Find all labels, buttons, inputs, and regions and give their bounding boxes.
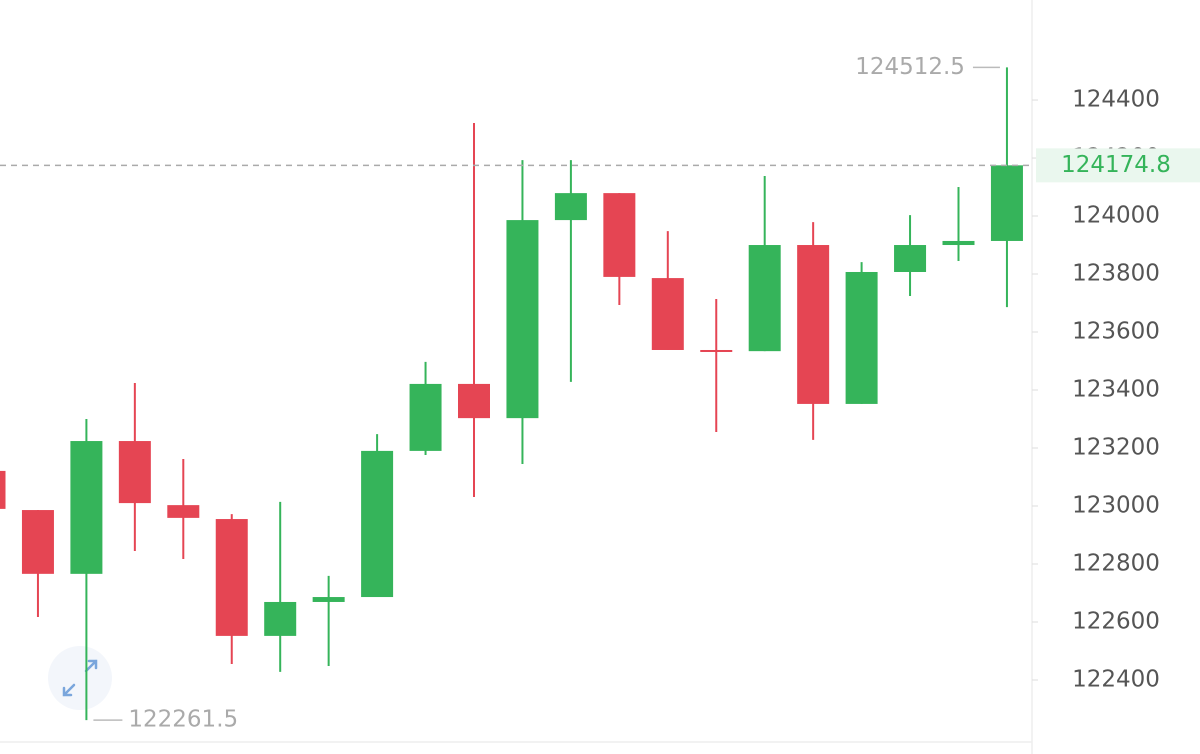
y-tick-label: 123800 <box>1072 261 1160 287</box>
candle-body <box>797 245 830 404</box>
candle-body <box>942 240 975 246</box>
y-tick-label: 122800 <box>1072 550 1160 576</box>
y-tick-label: 122400 <box>1072 666 1160 692</box>
last-price-badge <box>1036 148 1200 183</box>
expand-button[interactable] <box>48 646 112 710</box>
expand-icon[interactable] <box>62 659 98 697</box>
candle-body <box>0 470 6 509</box>
y-tick-label: 123600 <box>1072 319 1160 345</box>
max-price-label: 124512.5 <box>855 54 965 80</box>
candle-body <box>748 245 781 352</box>
candle-body <box>700 349 733 352</box>
candle-body <box>312 597 345 602</box>
candle-body <box>651 278 684 350</box>
y-tick-label: 122600 <box>1072 608 1160 634</box>
y-tick-label: 124400 <box>1072 87 1160 113</box>
last-price-label: 124174.8 <box>1061 152 1171 178</box>
candle-body <box>167 505 200 518</box>
candle-body <box>845 271 878 404</box>
candle-body <box>21 510 54 574</box>
y-tick-label: 124000 <box>1072 203 1160 229</box>
candle-body <box>506 220 539 419</box>
candle-body <box>990 165 1023 241</box>
y-tick-label: 123000 <box>1072 492 1160 518</box>
candle-body <box>70 441 103 574</box>
candle-body <box>264 601 297 636</box>
y-tick-label: 123200 <box>1072 435 1160 461</box>
min-price-label: 122261.5 <box>128 707 238 733</box>
y-tick-label: 123400 <box>1072 377 1160 403</box>
candle-body <box>118 441 151 504</box>
candle-body <box>894 245 927 272</box>
candle-body <box>361 450 394 598</box>
expand-circle[interactable] <box>48 646 112 710</box>
candle-body <box>458 383 490 419</box>
candle-body <box>603 193 636 277</box>
candle-body <box>409 383 442 451</box>
candle-body <box>554 193 587 221</box>
candle-body <box>215 519 248 636</box>
